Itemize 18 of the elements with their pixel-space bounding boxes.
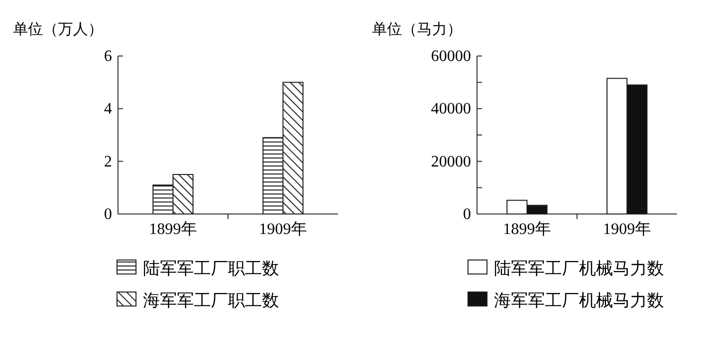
y-axis-title: 单位（万人） xyxy=(13,21,103,38)
x-tick-label: 1909年 xyxy=(603,221,651,238)
legend-label: 陆军军工厂职工数 xyxy=(143,259,279,278)
y-tick-label: 20000 xyxy=(431,153,471,170)
y-tick-label: 4 xyxy=(104,100,112,118)
legend-label: 海军军工厂机械马力数 xyxy=(494,291,664,310)
legend-label: 海军军工厂职工数 xyxy=(143,291,279,310)
y-tick-label: 6 xyxy=(104,48,112,65)
legend-label: 陆军军工厂机械马力数 xyxy=(494,259,664,278)
x-tick-label: 1909年 xyxy=(259,221,307,238)
y-tick-label: 40000 xyxy=(431,100,471,118)
x-tick-label: 1899年 xyxy=(149,221,197,238)
y-tick-label: 60000 xyxy=(431,48,471,65)
y-axis-title: 单位（马力） xyxy=(372,21,462,38)
y-tick-label: 0 xyxy=(463,206,471,223)
x-tick-label: 1899年 xyxy=(503,221,551,238)
y-tick-label: 2 xyxy=(104,153,112,170)
y-tick-label: 0 xyxy=(104,206,112,223)
